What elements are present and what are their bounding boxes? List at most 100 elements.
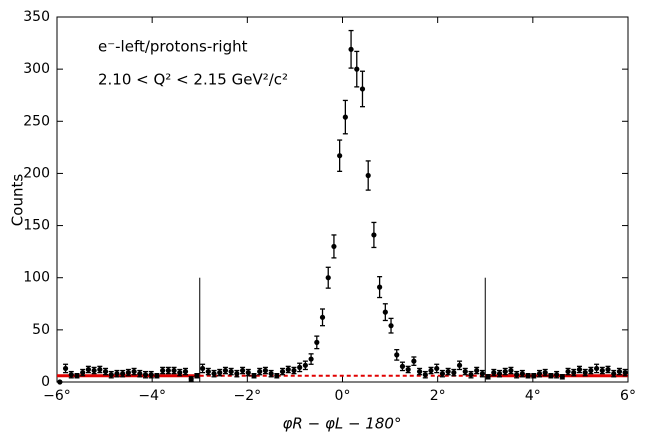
point	[491, 370, 497, 376]
point	[74, 373, 80, 379]
point	[565, 368, 571, 375]
point	[142, 372, 149, 378]
point	[217, 370, 223, 376]
point	[599, 367, 605, 374]
point	[382, 309, 388, 315]
point	[536, 371, 543, 377]
point	[359, 86, 366, 92]
point	[148, 372, 154, 378]
point	[611, 371, 617, 377]
point	[154, 373, 160, 379]
point	[80, 370, 86, 376]
x-tick-label: −2°	[234, 388, 262, 404]
point	[279, 368, 286, 375]
y-tick-label: 100	[23, 270, 50, 286]
point	[97, 366, 103, 373]
point	[331, 243, 337, 250]
point	[525, 373, 531, 379]
point	[622, 370, 628, 376]
point	[377, 284, 383, 290]
point	[554, 372, 560, 378]
x-tick-label: −6°	[43, 388, 71, 404]
point	[108, 372, 114, 378]
point	[416, 368, 423, 375]
point	[251, 373, 257, 379]
point	[405, 366, 411, 373]
x-axis-label: φR − φL − 180°	[283, 415, 402, 433]
point	[576, 366, 583, 373]
point	[262, 367, 269, 374]
point	[57, 379, 63, 385]
y-tick-label: 250	[23, 113, 50, 129]
point	[388, 323, 394, 329]
point	[285, 366, 291, 373]
point	[228, 368, 234, 375]
x-tick-label: −4°	[138, 388, 166, 404]
point	[411, 358, 417, 364]
point	[131, 368, 137, 375]
point	[62, 365, 69, 372]
point	[85, 366, 92, 373]
point	[571, 370, 577, 376]
annotation: e⁻-left/protons-right	[98, 38, 248, 56]
y-tick-label: 0	[41, 374, 50, 390]
point	[160, 367, 166, 374]
point	[428, 367, 434, 374]
point	[456, 362, 463, 368]
point	[474, 367, 480, 374]
y-tick-label: 150	[23, 218, 50, 234]
point	[211, 371, 217, 377]
point	[479, 371, 485, 377]
point	[68, 372, 74, 378]
x-tick-label: 6°	[620, 388, 636, 404]
point	[234, 371, 240, 377]
point	[365, 172, 371, 179]
point	[245, 370, 251, 376]
point	[274, 373, 280, 379]
point	[531, 373, 537, 379]
point	[559, 374, 565, 380]
point	[485, 374, 491, 380]
y-tick-label: 300	[23, 61, 50, 77]
point	[508, 367, 514, 374]
point	[548, 373, 554, 379]
point	[519, 371, 525, 377]
x-tick-label: 4°	[525, 388, 541, 404]
point	[593, 365, 600, 372]
point	[268, 371, 274, 377]
point	[239, 367, 246, 374]
point	[137, 371, 143, 377]
point	[462, 368, 468, 375]
point	[439, 371, 446, 377]
point	[319, 314, 326, 320]
y-tick-label: 200	[23, 165, 50, 181]
point	[194, 373, 200, 379]
point	[337, 153, 343, 159]
point	[91, 367, 97, 374]
point	[451, 370, 457, 376]
point	[605, 366, 611, 373]
y-axis-label: Counts	[9, 174, 27, 227]
point	[302, 362, 308, 368]
y-tick-label: 350	[23, 9, 50, 25]
point	[188, 376, 194, 382]
point	[120, 371, 126, 377]
annotation: 2.10 < Q² < 2.15 GeV²/c²	[98, 71, 288, 89]
point	[222, 367, 229, 374]
x-tick-label: 2°	[430, 388, 446, 404]
point	[165, 367, 171, 374]
point	[200, 365, 206, 372]
point	[297, 364, 303, 370]
point	[468, 372, 474, 378]
point	[582, 370, 588, 376]
point	[205, 368, 211, 375]
point	[542, 370, 548, 376]
point	[177, 370, 183, 376]
point	[616, 368, 623, 375]
point	[182, 368, 189, 375]
point	[371, 232, 377, 238]
point	[342, 114, 348, 120]
point	[434, 365, 440, 372]
point	[514, 372, 520, 378]
